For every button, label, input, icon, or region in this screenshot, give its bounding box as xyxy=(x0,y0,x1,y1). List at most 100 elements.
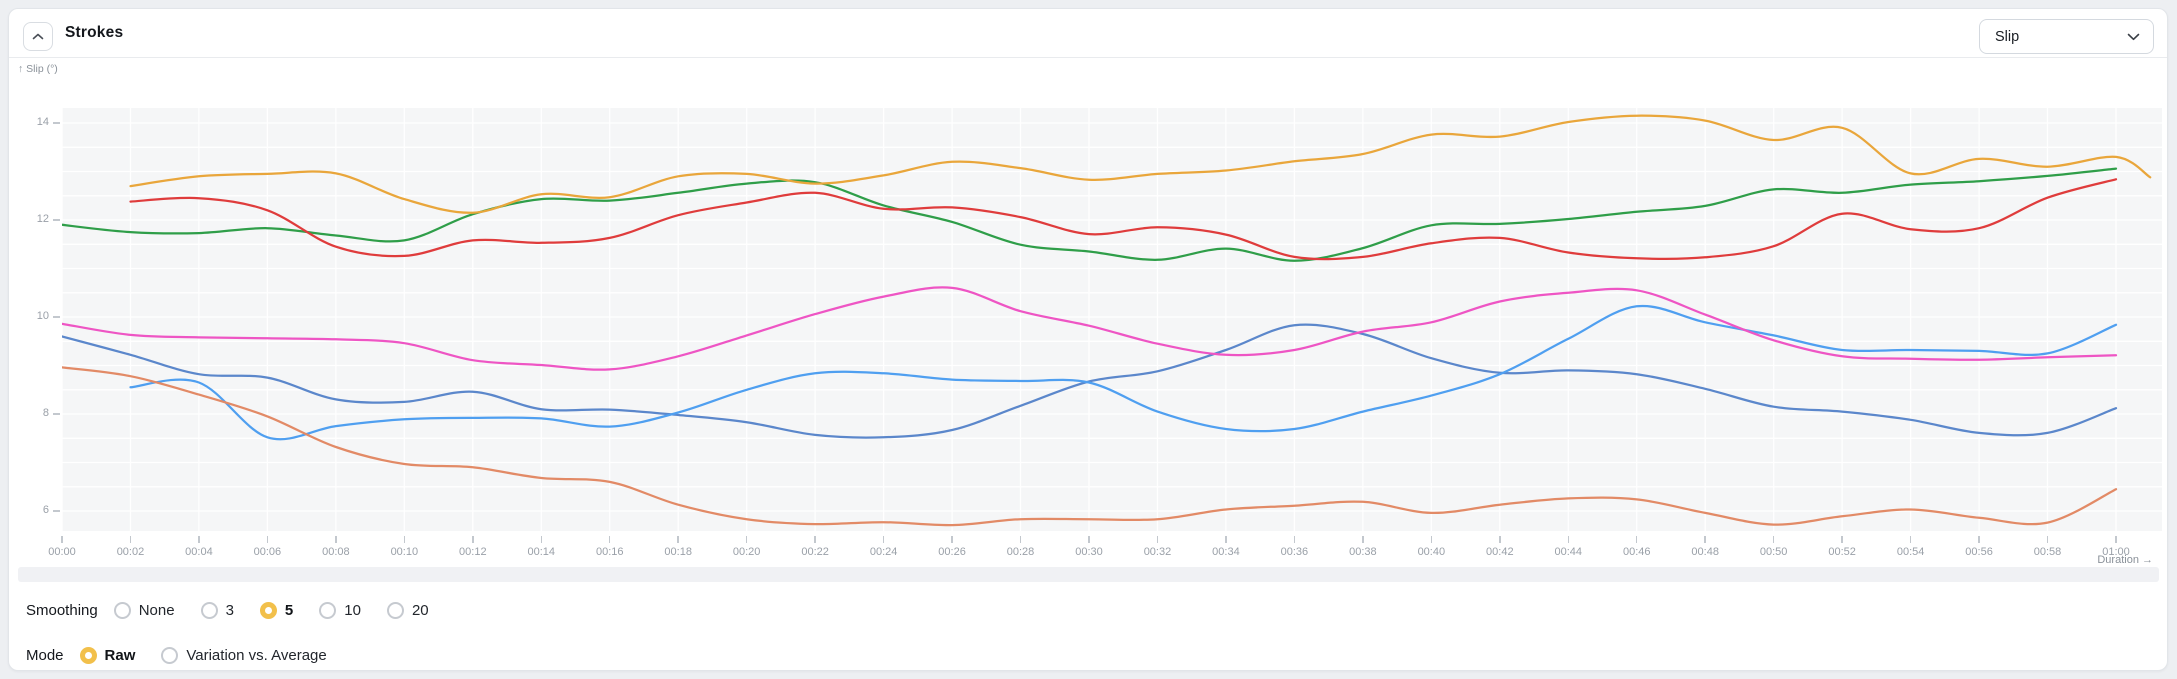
x-tick-label: 00:26 xyxy=(938,546,966,558)
panel-title: Strokes xyxy=(65,24,124,41)
x-tick-mark xyxy=(1635,536,1638,543)
x-tick-label: 00:10 xyxy=(390,546,419,558)
x-tick-mark xyxy=(951,536,953,543)
radio-unselected-icon[interactable] xyxy=(386,601,404,619)
x-tick-label: 00:12 xyxy=(459,546,487,558)
option-label: 20 xyxy=(411,601,429,619)
x-tick-mark xyxy=(745,536,748,543)
y-tick-mark xyxy=(53,510,60,512)
x-tick-mark xyxy=(1088,536,1090,543)
x-tick-label: 00:50 xyxy=(1759,546,1788,558)
radio-unselected-icon[interactable] xyxy=(161,646,179,664)
x-tick-mark xyxy=(1978,536,1980,543)
x-tick-label: 00:14 xyxy=(527,546,556,558)
x-tick-mark xyxy=(266,536,269,543)
x-tick-label: 00:40 xyxy=(1417,546,1446,558)
radio-selected-icon[interactable] xyxy=(79,646,97,664)
x-tick-mark xyxy=(814,536,816,543)
option-label: 3 xyxy=(225,601,234,619)
x-tick-label: 00:46 xyxy=(1622,546,1651,558)
option-label: None xyxy=(138,601,175,619)
smoothing-label: Smoothing xyxy=(26,601,98,619)
x-tick-label: 00:06 xyxy=(253,546,282,558)
y-tick-mark xyxy=(53,219,60,221)
smoothing-option-3[interactable]: 3 xyxy=(200,601,234,619)
x-tick-mark xyxy=(1019,536,1022,543)
radio-selected-icon[interactable] xyxy=(259,601,277,619)
smoothing-option-5[interactable]: 5 xyxy=(259,601,294,619)
x-tick-label: 00:58 xyxy=(2033,546,2062,558)
x-tick-label: 00:00 xyxy=(48,546,76,558)
metric-dropdown-value: Slip xyxy=(1995,28,2020,45)
x-tick-label: 00:04 xyxy=(185,546,213,558)
x-tick-label: 00:20 xyxy=(732,546,761,558)
mode-option-raw[interactable]: Raw xyxy=(79,646,135,664)
option-label: 5 xyxy=(284,601,294,619)
x-tick-mark xyxy=(882,536,885,543)
x-tick-label: 00:30 xyxy=(1075,546,1103,558)
x-tick-label: 00:28 xyxy=(1006,546,1035,558)
y-axis-title: ↑ Slip (°) xyxy=(18,63,58,75)
mode-options: Raw Variation vs. Average xyxy=(79,646,327,664)
x-tick-mark xyxy=(1772,536,1775,543)
x-tick-label: 00:32 xyxy=(1143,546,1172,558)
x-tick-label: 00:02 xyxy=(116,546,145,558)
series-line-green xyxy=(62,167,2118,262)
chevron-down-icon xyxy=(2127,33,2140,40)
y-tick-label: 12 xyxy=(36,213,49,225)
x-tick-label: 00:22 xyxy=(801,546,829,558)
x-tick-label: 00:38 xyxy=(1349,546,1377,558)
x-tick-label: 00:56 xyxy=(1965,546,1993,558)
option-label: 10 xyxy=(344,601,361,619)
radio-unselected-icon[interactable] xyxy=(200,601,218,619)
series-line-red xyxy=(129,178,2118,261)
x-tick-label: 00:18 xyxy=(664,546,692,558)
x-tick-mark xyxy=(1909,536,1912,543)
strokes-card: Strokes Slip ↑ Slip (°) 00:00 00:02 00:04 0… xyxy=(8,8,2168,671)
smoothing-option-20[interactable]: 20 xyxy=(386,601,429,619)
series-line-pink xyxy=(62,286,2118,371)
x-tick-label: 00:44 xyxy=(1554,546,1583,558)
series-line-light-blue xyxy=(129,304,2118,441)
x-tick-mark xyxy=(2115,536,2117,543)
radio-unselected-icon[interactable] xyxy=(113,601,131,619)
x-tick-label: 01:00 xyxy=(2102,546,2130,558)
x-tick-label: 00:42 xyxy=(1486,546,1514,558)
x-tick-mark xyxy=(198,536,200,543)
x-tick-mark xyxy=(1430,536,1433,543)
x-tick-mark xyxy=(1499,536,1501,543)
line-chart-plot-area[interactable] xyxy=(62,108,2162,531)
y-tick-label: 8 xyxy=(42,407,49,419)
x-tick-label: 00:48 xyxy=(1691,546,1719,558)
metric-dropdown[interactable]: Slip xyxy=(1979,19,2154,54)
y-tick-label: 6 xyxy=(42,504,49,516)
x-tick-label: 00:54 xyxy=(1896,546,1925,558)
radio-unselected-icon[interactable] xyxy=(319,601,337,619)
y-tick-mark xyxy=(53,413,60,415)
chevron-up-icon xyxy=(32,33,44,40)
x-tick-mark xyxy=(61,536,63,543)
x-tick-label: 00:08 xyxy=(322,546,350,558)
x-tick-mark xyxy=(1225,536,1227,543)
x-tick-mark xyxy=(2046,536,2049,543)
gridlines xyxy=(62,108,2162,531)
x-tick-label: 00:16 xyxy=(595,546,624,558)
collapse-button[interactable] xyxy=(23,22,53,51)
smoothing-row: Smoothing None 3 5 10 20 xyxy=(26,595,429,625)
chart-scroll-strip[interactable] xyxy=(18,567,2159,582)
mode-option-variation-vs-average[interactable]: Variation vs. Average xyxy=(161,646,327,664)
mode-row: Mode Raw Variation vs. Average xyxy=(26,640,327,670)
x-tick-mark xyxy=(677,536,679,543)
x-tick-label: 00:34 xyxy=(1212,546,1240,558)
smoothing-option-none[interactable]: None xyxy=(113,601,175,619)
x-tick-mark xyxy=(335,536,337,543)
smoothing-option-10[interactable]: 10 xyxy=(319,601,361,619)
x-tick-mark xyxy=(1841,536,1843,543)
x-tick-mark xyxy=(608,536,611,543)
x-tick-mark xyxy=(1704,536,1706,543)
x-tick-mark xyxy=(540,536,543,543)
y-tick-label: 14 xyxy=(36,116,49,128)
x-tick-mark xyxy=(129,536,132,543)
mode-label: Mode xyxy=(26,646,64,664)
x-tick-label: 00:24 xyxy=(869,546,898,558)
